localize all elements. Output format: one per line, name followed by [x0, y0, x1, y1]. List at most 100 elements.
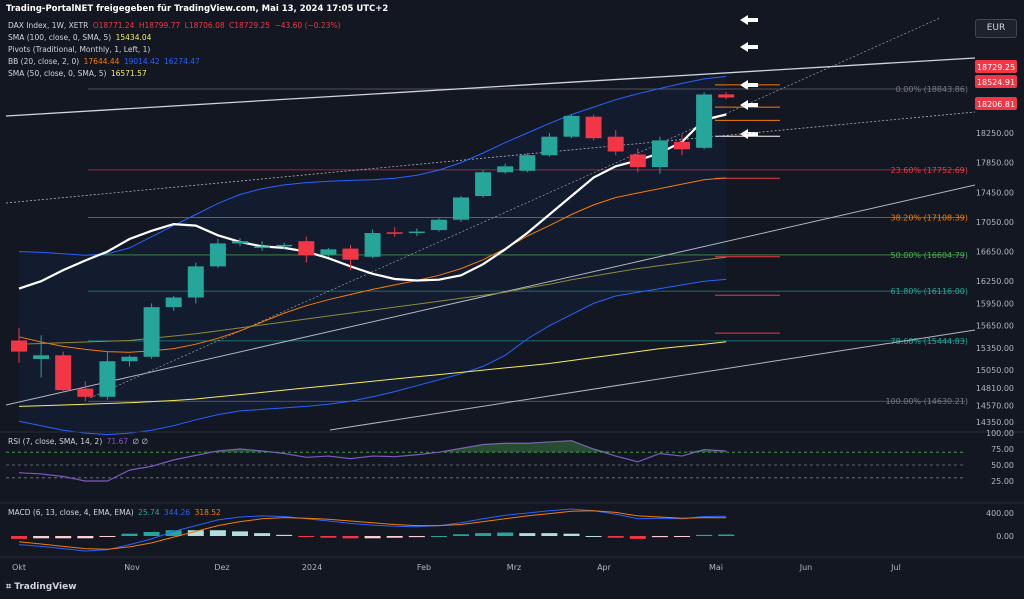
legend-rsi-label: RSI (7, close, SMA, 14, 2)	[8, 437, 103, 446]
legend-macd[interactable]: MACD (6, 13, close, 4, EMA, EMA) 25.74 3…	[8, 508, 223, 517]
macd-signal-line	[18, 510, 727, 550]
macd-histogram-bar	[232, 531, 248, 536]
price-axis-tick: 17050.00	[976, 218, 1014, 227]
macd-histogram-bar	[320, 536, 337, 538]
candle-body	[629, 154, 646, 168]
candle-body	[298, 241, 315, 256]
legend-sma100[interactable]: SMA (100, close, 0, SMA, 5) 15434.04	[8, 33, 153, 42]
macd-histogram-bar	[121, 533, 138, 536]
fib-level-label: 23.60% (17752.69)	[891, 166, 968, 175]
macd-histogram-bar	[187, 530, 204, 536]
candle-body	[718, 94, 735, 98]
legend-bb[interactable]: BB (20, close, 2, 0) 17644.44 19014.42 1…	[8, 57, 202, 66]
candle-body	[607, 136, 624, 152]
macd-histogram-bar	[408, 536, 425, 538]
macd-histogram-bar	[254, 533, 271, 536]
currency-button[interactable]: EUR	[975, 19, 1017, 38]
candle-body	[585, 116, 602, 139]
legend-rsi-value: 71.67	[106, 437, 129, 446]
price-tag	[975, 97, 1017, 110]
candle-body	[651, 140, 668, 168]
candle-body	[121, 356, 138, 362]
price-axis-tick: 14810.00	[976, 384, 1014, 393]
candle-body	[143, 307, 160, 357]
candle-body	[320, 249, 337, 255]
legend-bb-basis: 17644.44	[83, 57, 120, 66]
macd-histogram-bar	[607, 536, 624, 538]
candle-body	[11, 340, 27, 352]
candle-body	[165, 297, 182, 308]
macd-histogram-bar	[77, 536, 94, 539]
legend-sma50-value: 16571.57	[110, 69, 147, 78]
macd-histogram-bar	[298, 536, 315, 537]
time-axis-label: Nov	[124, 563, 140, 572]
macd-histogram-bar	[696, 534, 713, 536]
pivot-arrow-icon	[740, 80, 758, 90]
candle-body	[254, 246, 271, 248]
candle-body	[364, 233, 381, 257]
pivot-arrow-icon	[740, 15, 758, 25]
time-axis-label: Jun	[799, 563, 813, 572]
macd-histogram-bar	[386, 536, 403, 538]
fib-level-label: 0.00% (18843.86)	[896, 85, 968, 94]
time-axis-label: 2024	[302, 563, 322, 572]
macd-histogram-bar	[430, 536, 447, 537]
macd-histogram-bar	[497, 532, 514, 536]
legend-sma100-label: SMA (100, close, 0, SMA, 5)	[8, 33, 112, 42]
macd-histogram-bar	[519, 533, 536, 536]
time-axis-label: Mai	[709, 563, 723, 572]
price-tag	[975, 60, 1017, 73]
price-axis-tick: 16650.00	[976, 248, 1014, 257]
legend-sma50[interactable]: SMA (50, close, 0, SMA, 5) 16571.57	[8, 69, 149, 78]
macd-line	[18, 508, 727, 552]
legend-macd-hist: 25.74	[138, 508, 160, 517]
price-tag	[975, 75, 1017, 88]
macd-histogram-bar	[276, 534, 293, 536]
trend-line	[89, 17, 941, 399]
macd-histogram-bar	[33, 536, 50, 539]
macd-histogram-bar	[651, 536, 668, 538]
candle-body	[232, 241, 248, 244]
legend-rsi[interactable]: RSI (7, close, SMA, 14, 2) 71.67 ∅ ∅	[8, 437, 150, 446]
candle-body	[99, 361, 116, 397]
legend-pivots[interactable]: Pivots (Traditional, Monthly, 1, Left, 1…	[8, 45, 152, 54]
tradingview-logo: ⌗ TradingView	[6, 582, 77, 592]
macd-histogram-bar	[541, 533, 558, 536]
legend-macd-label: MACD (6, 13, close, 4, EMA, EMA)	[8, 508, 134, 517]
macd-histogram-bar	[453, 534, 469, 536]
macd-histogram-bar	[55, 536, 72, 539]
time-axis-label: Feb	[417, 563, 431, 572]
fib-level-label: 100.00% (14630.21)	[885, 397, 968, 406]
rsi-axis-tick: 75.00	[991, 445, 1014, 454]
legend-sma100-value: 15434.04	[115, 33, 152, 42]
rsi-axis-tick: 50.00	[991, 461, 1014, 470]
macd-axis-tick: 0.00	[996, 532, 1014, 541]
macd-histogram-bar	[629, 536, 646, 539]
legend-macd-signal: 318.52	[194, 508, 221, 517]
legend-main: DAX Index, 1W, XETR O18771.24 H18799.77 …	[8, 21, 343, 30]
price-tag-label: 18206.81	[977, 100, 1015, 109]
candle-body	[77, 388, 94, 397]
tradingview-logo-icon: ⌗	[6, 582, 15, 592]
time-axis-label: Jul	[890, 563, 901, 572]
macd-histogram-bar	[475, 533, 492, 536]
price-axis-tick: 17850.00	[976, 159, 1014, 168]
time-axis-label: Mrz	[507, 563, 521, 572]
pivot-arrow-icon	[740, 100, 758, 110]
candle-body	[541, 136, 558, 156]
candle-body	[696, 94, 713, 148]
macd-axis-tick: 400.00	[986, 509, 1014, 518]
macd-histogram-bar	[209, 530, 226, 536]
price-axis-tick: 15650.00	[976, 322, 1014, 331]
macd-histogram-bar	[718, 534, 735, 536]
time-axis-label: Dez	[214, 563, 229, 572]
pivot-arrow-icon	[740, 42, 758, 52]
price-axis-tick: 15050.00	[976, 366, 1014, 375]
candle-body	[497, 166, 514, 173]
tradingview-brand: TradingView	[14, 582, 77, 592]
rsi-line	[18, 440, 727, 482]
candle-body	[33, 355, 50, 360]
macd-histogram-bar	[99, 536, 116, 537]
macd-histogram-bar	[342, 536, 359, 539]
